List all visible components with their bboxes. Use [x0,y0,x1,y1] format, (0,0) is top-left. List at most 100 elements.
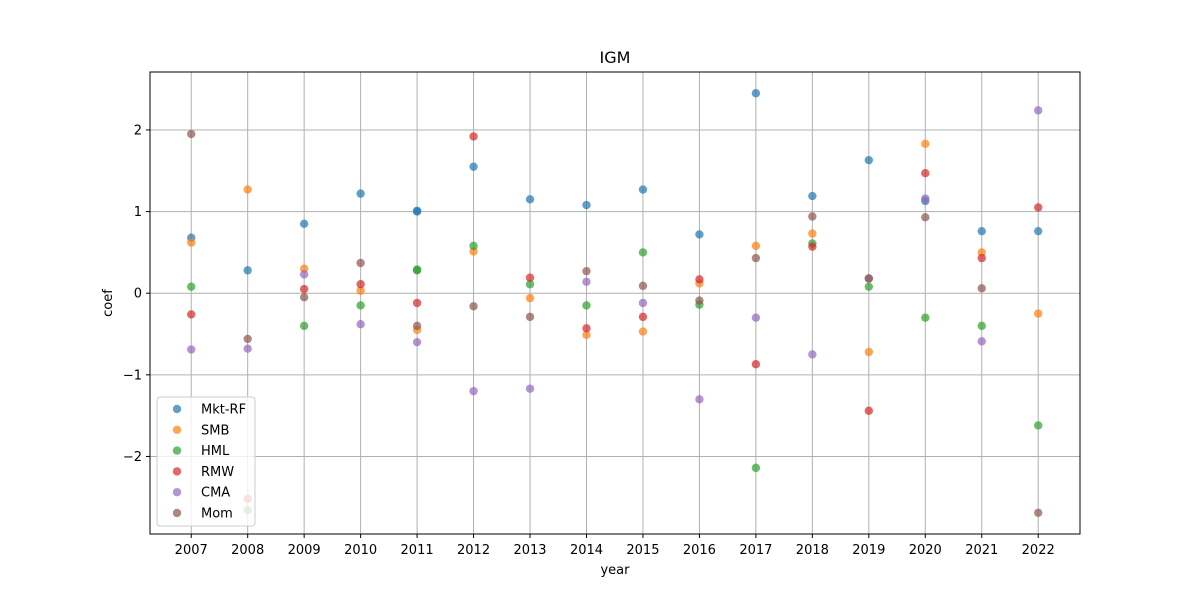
x-tick-label: 2020 [909,543,942,558]
data-point [299,270,309,279]
legend-marker [172,404,182,414]
legend-item: Mom [172,507,233,522]
x-tick-label: 2022 [1022,543,1055,558]
data-point [412,266,422,275]
data-point [469,132,478,141]
data-point [921,313,930,322]
data-point [525,280,535,289]
y-tick-label: 2 [134,123,142,138]
data-point [808,350,817,359]
data-point [638,312,648,322]
data-point [356,301,365,310]
x-tick-label: 2018 [796,543,829,558]
x-tick-label: 2013 [513,543,546,558]
legend-label: CMA [201,486,230,501]
data-point [977,284,986,293]
data-point [638,327,648,336]
data-point [977,253,986,263]
legend-label: HML [201,444,230,459]
data-point [638,185,648,194]
data-point [751,313,761,322]
data-point [412,207,422,216]
legend: Mkt-RF SMB HML RMW CMA Mom [156,396,256,527]
data-point [921,139,930,149]
data-point [582,277,591,286]
data-point [864,282,874,291]
legend-item: RMW [172,465,234,480]
data-point [525,384,535,393]
data-point [921,194,930,203]
legend-label: Mom [201,507,233,522]
data-points [187,89,1043,517]
data-point [525,195,535,204]
data-point [695,296,704,305]
x-tick-label: 2008 [231,543,264,558]
data-point [864,406,874,415]
legend-frame [156,396,256,527]
data-point [412,337,422,347]
data-point [412,321,422,331]
data-point [356,320,365,329]
data-point [469,386,478,396]
x-tick-label: 2011 [401,543,434,558]
chart-title: IGM [600,48,631,67]
series-mkt-rf [187,89,1043,275]
data-point [638,281,648,291]
data-point [638,248,648,257]
data-point [751,360,761,369]
series-hml [187,239,1043,515]
data-point [864,347,874,357]
data-point [582,301,591,310]
data-point [299,219,309,229]
series-mom [187,129,1043,517]
data-point [356,280,365,289]
data-point [525,293,535,303]
data-point [1034,309,1043,318]
data-point [751,253,761,263]
data-point [751,241,761,251]
series-rmw [187,132,1043,504]
data-point [582,200,591,210]
data-point [299,284,309,294]
data-point [582,266,591,276]
data-point [356,286,365,295]
data-point [977,321,986,331]
y-tick-label: −2 [123,450,142,465]
legend-item: Mkt-RF [172,403,246,418]
data-point [356,189,365,198]
data-point [1034,203,1043,212]
data-point [1034,106,1043,115]
data-point [808,229,817,238]
legend-marker [172,488,182,497]
data-point [299,321,309,331]
series-cma [187,106,1043,404]
legend-item: CMA [172,486,230,501]
data-point [412,298,422,308]
x-tick-label: 2016 [683,543,716,558]
data-point [921,169,930,178]
data-point [695,275,704,284]
data-point [977,226,986,236]
legend-label: SMB [201,423,229,438]
y-axis-ticks: −2 −1 0 1 2 [123,123,150,465]
legend-marker [172,446,182,455]
data-point [921,213,930,222]
data-point [525,312,535,322]
data-point [1034,508,1043,517]
x-tick-label: 2012 [457,543,490,558]
data-point [356,258,365,268]
data-point [695,395,704,404]
y-axis-label: coef [101,289,116,317]
data-point [582,330,591,340]
y-tick-label: −1 [123,368,142,383]
data-point [638,298,648,308]
grid [150,72,1080,534]
x-axis-ticks: 2007 2008 2009 2010 2011 2012 2013 2014 2015 2016… [175,534,1055,558]
x-tick-label: 2010 [344,543,377,558]
data-point [808,242,817,251]
data-point [187,310,196,319]
data-point [469,241,478,251]
data-point [808,191,817,201]
